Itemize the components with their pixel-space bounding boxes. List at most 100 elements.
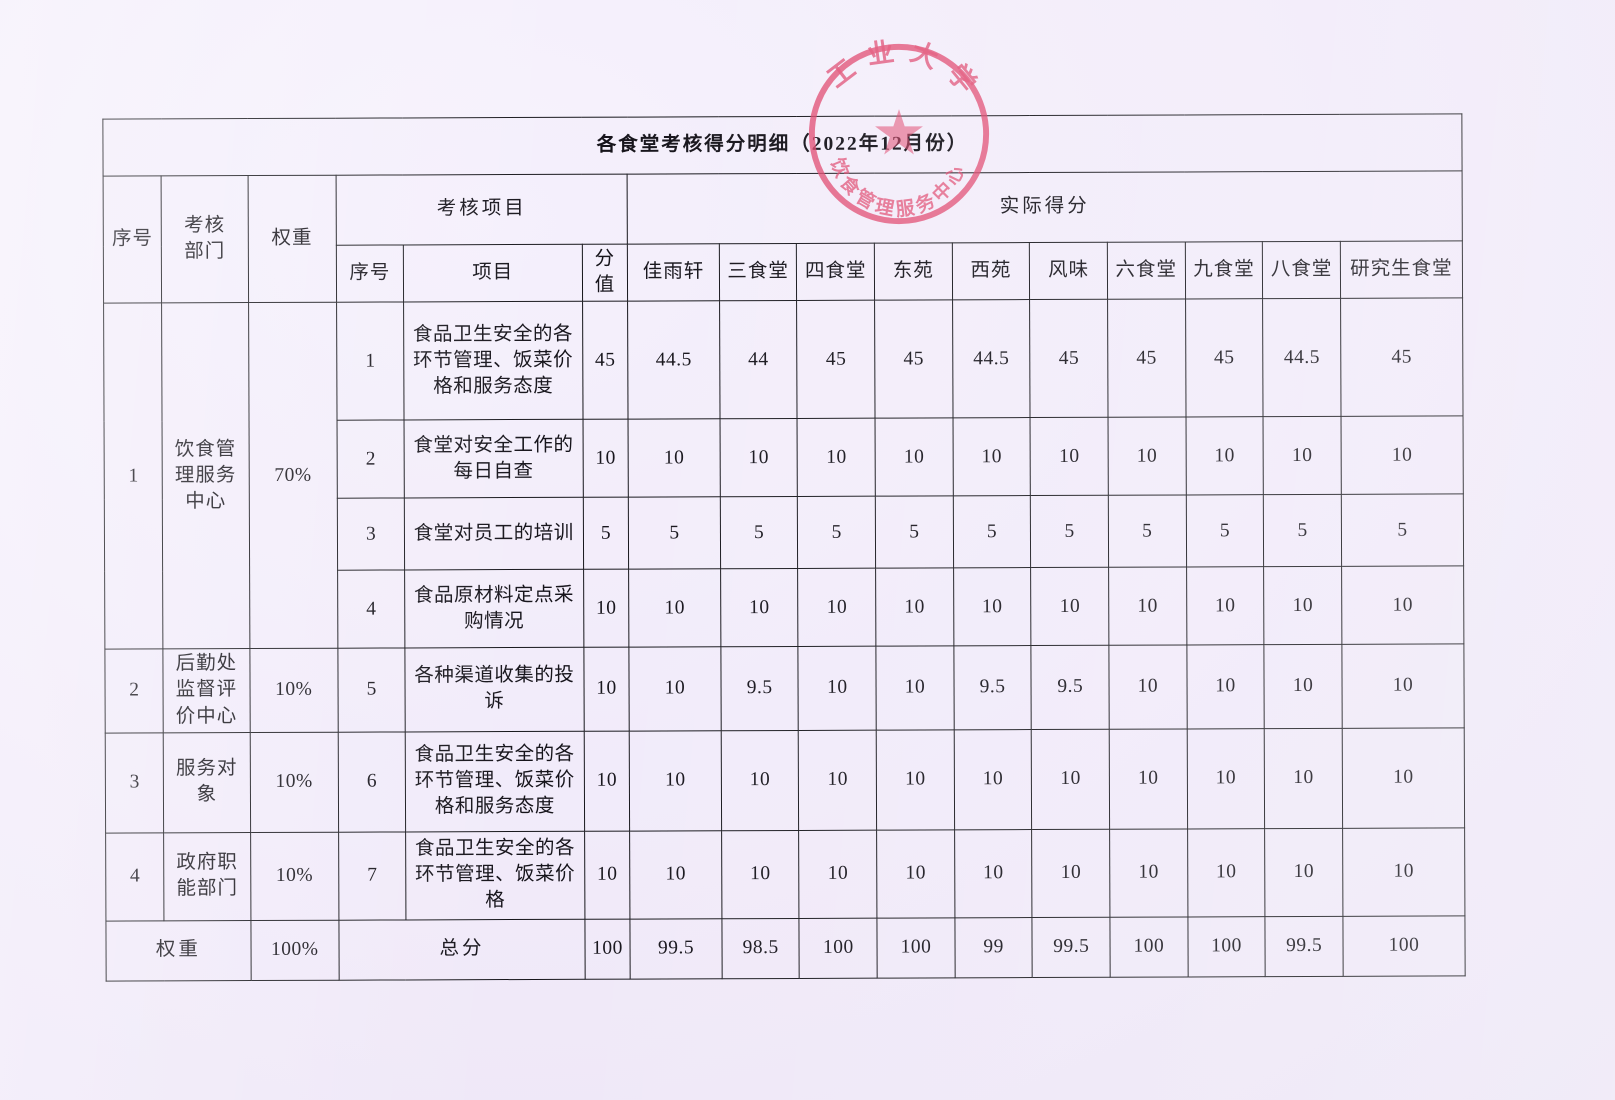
- score-cell: 10: [1108, 567, 1187, 646]
- score-cell: 10: [953, 729, 1032, 830]
- group-serial: 3: [105, 732, 164, 833]
- score-cell: 5: [953, 495, 1031, 569]
- total-weight: 100%: [250, 919, 340, 981]
- item-score-value: 10: [582, 419, 629, 498]
- total-score-value: 100: [584, 918, 631, 979]
- total-score-cell: 99.5: [1032, 916, 1111, 978]
- title-row: 各食堂考核得分明细（2022年12月份）: [102, 113, 1463, 177]
- score-cell: 10: [721, 730, 800, 831]
- score-cell: 10: [1263, 566, 1342, 645]
- item-score-value: 5: [583, 497, 629, 570]
- score-cell: 10: [1340, 416, 1464, 495]
- item-score-value: 10: [583, 569, 630, 648]
- score-cell: 10: [1264, 644, 1343, 729]
- score-cell: 10: [954, 829, 1033, 918]
- group-department: 服务对象: [163, 732, 251, 833]
- score-cell: 45: [1185, 298, 1264, 418]
- score-cell: 10: [1031, 728, 1110, 830]
- group-department: 后勤处 监督评 价中心: [163, 648, 250, 733]
- score-cell: 45: [1029, 299, 1109, 418]
- item-score-value: 45: [582, 301, 629, 420]
- header-row-top: 序号 考核 部门 权重 考核项目 实际得分: [103, 170, 1463, 304]
- item-name: 食品卫生安全的各环节管理、饭菜价格: [405, 830, 585, 920]
- score-cell: 5: [628, 496, 721, 570]
- item-serial: 3: [337, 498, 405, 571]
- group-serial: 4: [105, 832, 165, 921]
- item-name: 各种渠道收集的投诉: [404, 647, 585, 732]
- data-row: 3 服务对象 10% 6 食品卫生安全的各环节管理、饭菜价格和服务态度 10 10 10 10 1…: [105, 727, 1465, 833]
- total-score-cell: 100: [877, 917, 955, 978]
- score-cell: 10: [1109, 728, 1188, 829]
- score-cell: 10: [1030, 567, 1109, 646]
- header-assessment-items: 考核项目: [336, 174, 628, 246]
- score-cell: 10: [875, 418, 954, 497]
- group-serial: 2: [104, 649, 164, 733]
- score-cell: 10: [1108, 417, 1186, 496]
- header-canteen-2: 三食堂: [719, 243, 798, 301]
- header-canteen-1: 佳雨轩: [627, 243, 720, 302]
- score-cell: 10: [628, 568, 721, 648]
- score-cell: 10: [1264, 727, 1343, 829]
- data-row: 4 政府职 能部门 10% 7 食品卫生安全的各环节管理、饭菜价格 10 10 10 10 10 10…: [105, 827, 1465, 921]
- item-serial: 6: [338, 731, 406, 832]
- document-title: 各食堂考核得分明细（2022年12月份）: [102, 113, 1463, 177]
- group-weight: 10%: [250, 831, 339, 921]
- group-department: 政府职 能部门: [163, 832, 251, 921]
- score-cell: 10: [798, 646, 877, 731]
- total-score-cell: 100: [799, 917, 878, 979]
- data-row: 2 后勤处 监督评 价中心 10% 5 各种渠道收集的投诉 10 10 9.5 10 10 9.5 9.5…: [104, 644, 1465, 733]
- score-cell: 10: [1341, 644, 1465, 728]
- score-cell: 10: [1186, 644, 1265, 729]
- header-canteen-4: 东苑: [874, 242, 953, 301]
- item-serial: 7: [338, 831, 406, 920]
- score-cell: 10: [798, 729, 877, 831]
- item-score-value: 10: [583, 647, 630, 731]
- score-cell: 10: [797, 418, 876, 497]
- score-cell: 10: [1030, 417, 1109, 496]
- group-weight: 10%: [249, 731, 339, 833]
- header-canteen-3: 四食堂: [796, 243, 875, 301]
- data-row: 1 饮食管 理服务 中心 70% 1 食品卫生安全的各环节管理、饭菜价格和服务态度 45 44.…: [103, 298, 1464, 650]
- score-cell: 10: [1186, 566, 1265, 646]
- item-serial: 4: [337, 570, 405, 649]
- score-cell: 9.5: [720, 646, 799, 731]
- score-cell: 5: [720, 496, 799, 569]
- group-weight: 70%: [248, 302, 338, 649]
- item-serial: 5: [337, 648, 406, 732]
- item-score-value: 10: [584, 830, 631, 919]
- total-score-cell: 98.5: [721, 918, 800, 979]
- score-cell: 9.5: [953, 645, 1032, 730]
- header-canteen-7: 六食堂: [1107, 241, 1186, 300]
- score-cell: 10: [1263, 416, 1342, 495]
- canteen-assessment-table: 各食堂考核得分明细（2022年12月份） 序号 考核 部门 权重 考核项目 实际得分 序号 项目…: [102, 113, 1466, 982]
- score-table-container: 各食堂考核得分明细（2022年12月份） 序号 考核 部门 权重 考核项目 实际得分 序号 项目…: [102, 113, 1466, 982]
- header-canteen-6: 风味: [1029, 242, 1108, 300]
- score-cell: 10: [719, 418, 798, 497]
- item-score-value: 10: [584, 730, 630, 831]
- total-score-cell: 100: [1109, 916, 1188, 977]
- total-score-cell: 100: [1342, 915, 1466, 976]
- score-cell: 45: [797, 300, 876, 419]
- score-cell: 10: [798, 568, 876, 647]
- total-score-cell: 99: [954, 917, 1033, 978]
- total-row: 权重 100% 总分 100 99.5 98.5 100 100 99 99.5 100 100 99.…: [105, 915, 1466, 981]
- score-cell: 44: [719, 300, 798, 419]
- header-item-name: 项目: [403, 244, 583, 303]
- total-score-cell: 99.5: [1265, 915, 1344, 977]
- header-weight: 权重: [247, 175, 337, 303]
- total-score-cell: 100: [1187, 916, 1266, 977]
- header-department: 考核 部门: [161, 175, 249, 304]
- item-name: 食品卫生安全的各环节管理、饭菜价格和服务态度: [405, 730, 585, 832]
- item-serial: 2: [336, 420, 405, 499]
- group-serial: 1: [103, 303, 164, 650]
- group-department: 饮食管 理服务 中心: [161, 302, 250, 650]
- score-cell: 44.5: [1262, 298, 1341, 417]
- header-canteen-8: 九食堂: [1184, 241, 1263, 300]
- header-canteen-10: 研究生食堂: [1340, 240, 1463, 299]
- score-cell: 10: [953, 567, 1032, 647]
- header-item-serial: 序号: [336, 244, 404, 303]
- score-cell: 10: [1108, 645, 1187, 729]
- score-cell: 44.5: [627, 300, 720, 420]
- score-cell: 10: [875, 646, 954, 730]
- score-cell: 10: [1341, 566, 1464, 645]
